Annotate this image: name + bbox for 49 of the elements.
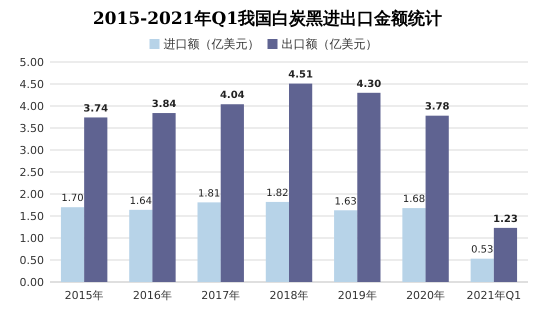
x-tick-label: 2019年 [338, 289, 377, 302]
x-tick-label: 2016年 [132, 289, 172, 302]
y-tick-label: 0.50 [20, 254, 44, 267]
x-tick-label: 2020年 [406, 289, 446, 302]
bar [220, 104, 244, 282]
bar [266, 202, 289, 282]
legend-label: 出口额（亿美元） [282, 37, 378, 51]
legend-label: 进口额（亿美元） [164, 37, 260, 51]
y-tick-label: 2.00 [20, 188, 44, 201]
y-tick-label: 1.50 [20, 210, 44, 223]
y-tick-label: 5.00 [20, 56, 44, 69]
bar [494, 228, 518, 282]
bar [426, 116, 449, 282]
y-tick-label: 2.50 [20, 166, 44, 179]
data-label: 1.70 [61, 193, 84, 204]
data-label: 1.68 [402, 194, 426, 206]
y-tick-label: 3.00 [20, 144, 44, 157]
y-tick-label: 0.00 [20, 276, 44, 289]
bar [334, 210, 358, 282]
chart-title: 2015-2021年Q1我国白炭黑进出口金额统计 [92, 9, 442, 29]
bar [129, 210, 152, 282]
data-label: 3.84 [152, 99, 176, 110]
data-label: 3.74 [83, 103, 108, 114]
data-label: 4.04 [220, 90, 245, 102]
bar [470, 258, 494, 282]
y-tick-label: 4.50 [20, 78, 44, 91]
data-label: 1.81 [198, 188, 220, 200]
data-label: 3.78 [424, 102, 450, 113]
data-label: 1.23 [493, 214, 518, 225]
data-label: 1.63 [334, 196, 357, 208]
bar [357, 92, 381, 282]
x-tick-label: 2017年 [201, 289, 240, 302]
y-tick-label: 1.00 [20, 232, 44, 245]
bar [60, 207, 84, 282]
x-tick-label: 2018年 [270, 289, 308, 302]
x-tick-label: 2015年 [64, 289, 104, 302]
data-label: 1.64 [130, 196, 152, 207]
y-tick-label: 3.50 [20, 122, 44, 135]
data-label: 1.82 [266, 188, 289, 199]
bar [402, 208, 426, 282]
bar [289, 84, 312, 282]
bar [84, 117, 108, 282]
bar [197, 202, 221, 282]
bar [152, 113, 176, 282]
data-label: 4.51 [288, 70, 313, 81]
data-label: 4.30 [356, 78, 382, 90]
y-tick-label: 4.00 [20, 100, 44, 113]
x-tick-label: 2021年Q1 [466, 289, 522, 302]
data-label: 0.53 [471, 244, 494, 256]
